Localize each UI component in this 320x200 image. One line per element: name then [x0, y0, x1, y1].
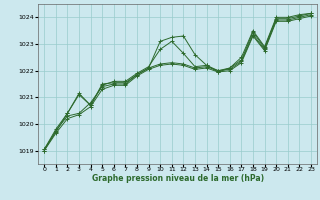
X-axis label: Graphe pression niveau de la mer (hPa): Graphe pression niveau de la mer (hPa) — [92, 174, 264, 183]
